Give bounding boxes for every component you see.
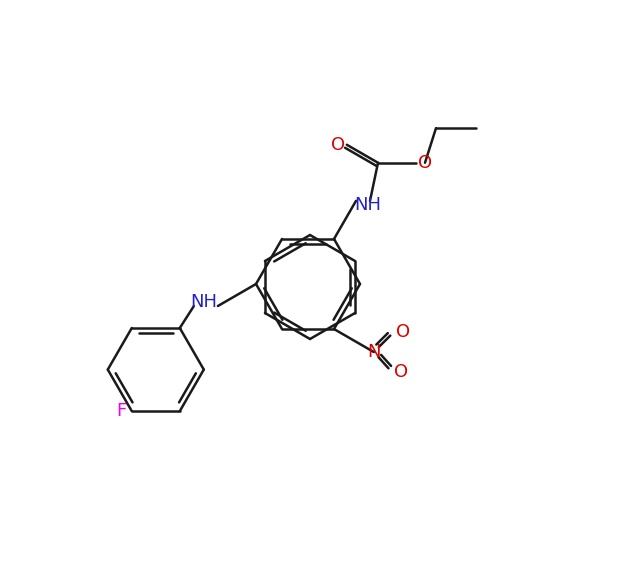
Text: O: O <box>396 323 410 341</box>
Text: O: O <box>418 154 432 172</box>
Text: O: O <box>331 136 345 154</box>
Text: NH: NH <box>355 196 381 214</box>
Text: NH: NH <box>190 293 218 311</box>
Text: O: O <box>394 363 408 381</box>
Text: F: F <box>117 402 127 420</box>
Text: N: N <box>367 343 381 361</box>
